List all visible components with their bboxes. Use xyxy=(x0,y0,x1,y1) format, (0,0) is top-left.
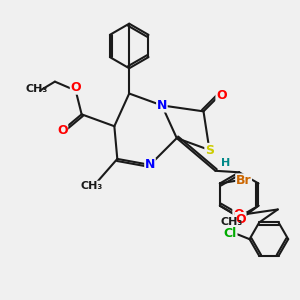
Text: O: O xyxy=(70,81,81,94)
Text: CH₃: CH₃ xyxy=(81,181,103,191)
Text: N: N xyxy=(157,99,167,112)
Text: O: O xyxy=(235,213,246,226)
Text: O: O xyxy=(57,124,68,137)
Text: N: N xyxy=(145,158,155,171)
Text: Br: Br xyxy=(236,174,251,187)
Text: CH₃: CH₃ xyxy=(220,217,243,227)
Text: S: S xyxy=(205,143,214,157)
Text: CH₃: CH₃ xyxy=(26,84,48,94)
Text: O: O xyxy=(233,208,244,221)
Text: H: H xyxy=(221,158,230,168)
Text: Cl: Cl xyxy=(224,227,237,240)
Text: O: O xyxy=(216,88,226,101)
